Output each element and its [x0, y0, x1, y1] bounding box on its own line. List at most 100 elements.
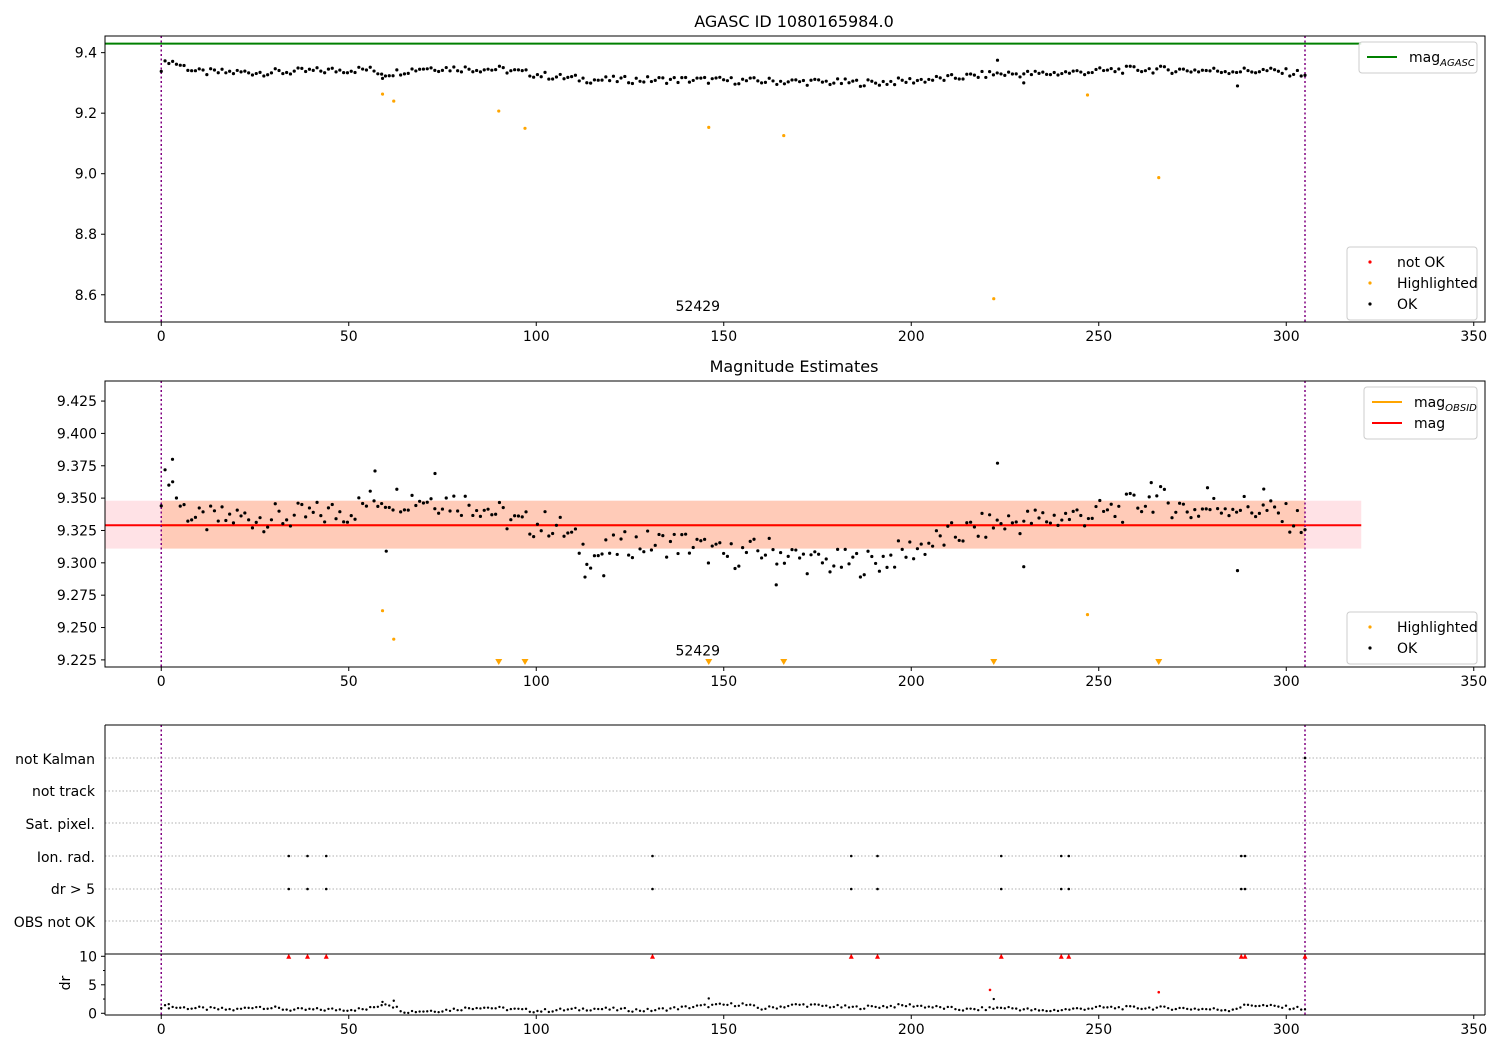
ok-point	[1121, 71, 1125, 75]
ok-point	[269, 71, 274, 75]
ok-point	[972, 525, 977, 529]
ok-point	[573, 527, 578, 531]
ok-point	[190, 69, 194, 73]
dr-point	[312, 1008, 315, 1011]
ok-point	[706, 81, 711, 85]
dr-point	[315, 1006, 319, 1010]
flag-point	[1239, 854, 1243, 858]
dr-point	[1212, 1007, 1216, 1010]
flag-point	[306, 887, 309, 891]
ok-point	[1060, 71, 1064, 76]
ok-point	[1159, 484, 1163, 489]
ok-point	[722, 78, 726, 82]
ok-point	[729, 542, 733, 546]
dr-point	[1083, 1008, 1086, 1011]
ok-point	[448, 69, 452, 73]
ok-point	[881, 554, 885, 559]
ok-point	[602, 574, 606, 578]
ok-point	[817, 552, 821, 556]
dr-point	[562, 1009, 566, 1012]
ok-point	[714, 542, 718, 546]
ok-point	[292, 513, 296, 517]
ok-point	[722, 551, 726, 556]
ok-point	[421, 67, 426, 71]
ok-point	[858, 84, 863, 88]
dr-point	[433, 1010, 437, 1013]
ok-point	[163, 59, 167, 63]
dr-point	[1178, 1006, 1181, 1010]
ok-point	[923, 552, 927, 557]
panel2-xtick-label: 150	[710, 674, 737, 690]
panel2-ytick-label: 9.250	[57, 621, 97, 637]
dr-point	[684, 1005, 687, 1008]
ok-point	[809, 553, 813, 557]
ok-point	[798, 556, 802, 560]
ok-point	[646, 529, 650, 533]
ok-point	[931, 78, 935, 82]
dr-point	[1068, 1008, 1071, 1011]
ok-point	[638, 547, 642, 551]
ok-point	[1284, 67, 1288, 71]
dr-point	[262, 1007, 266, 1011]
ok-point	[205, 528, 209, 532]
ok-point	[1018, 532, 1022, 536]
ok-point	[1037, 71, 1041, 76]
ok-point	[440, 68, 445, 73]
ok-point	[1159, 64, 1163, 68]
ok-point	[353, 517, 357, 521]
ok-point	[178, 63, 182, 67]
ok-point	[357, 496, 361, 500]
dr-point	[946, 1005, 950, 1009]
ok-point	[380, 72, 384, 76]
ok-point	[623, 74, 627, 79]
ok-point	[399, 510, 403, 514]
ok-point	[984, 535, 988, 539]
dr-point	[1167, 1006, 1170, 1010]
panel2-xtick-label: 50	[340, 674, 358, 690]
panel1-title: AGASC ID 1080165984.0	[694, 12, 894, 31]
ok-point	[934, 529, 939, 533]
ok-point	[1064, 511, 1068, 515]
dr-point	[277, 1006, 281, 1010]
ok-point	[1235, 84, 1240, 88]
ok-point	[699, 539, 703, 543]
dr-point	[323, 1009, 326, 1012]
ok-point	[684, 532, 688, 536]
ok-point	[668, 539, 673, 544]
dr-point	[414, 1010, 418, 1014]
ok-point	[1124, 64, 1129, 68]
ok-point	[193, 69, 198, 73]
ok-point	[1102, 509, 1106, 514]
dr-point	[1220, 1009, 1223, 1012]
ok-point	[478, 70, 483, 74]
panel2-lower-legend-box	[1346, 611, 1478, 665]
ok-point	[718, 75, 722, 79]
dr-point	[992, 997, 995, 1001]
ok-point	[832, 81, 836, 85]
dr-point	[505, 1008, 509, 1012]
ok-point	[1022, 72, 1026, 76]
ok-point	[486, 507, 490, 511]
ok-point	[1132, 65, 1136, 69]
ok-point	[1265, 508, 1269, 513]
panel4-xtick-label: 50	[340, 1022, 358, 1038]
ok-point	[383, 74, 388, 78]
ok-point	[528, 74, 532, 78]
dr-point	[1041, 1008, 1045, 1012]
ok-point	[771, 79, 775, 83]
ok-point	[760, 556, 764, 560]
ok-point	[904, 555, 908, 559]
ok-point	[520, 69, 524, 73]
ok-point	[437, 511, 441, 515]
ok-point	[851, 555, 855, 559]
ok-point	[801, 78, 806, 83]
dr-point	[847, 1006, 851, 1009]
dr-point	[209, 1005, 212, 1009]
ok-point	[554, 75, 559, 79]
ok-point	[1041, 511, 1045, 515]
dr-point	[247, 1006, 250, 1010]
ok-point	[1250, 70, 1254, 74]
ok-point	[1254, 71, 1258, 75]
panel4-xtick-label: 0	[157, 1022, 166, 1038]
ok-point	[600, 552, 604, 556]
